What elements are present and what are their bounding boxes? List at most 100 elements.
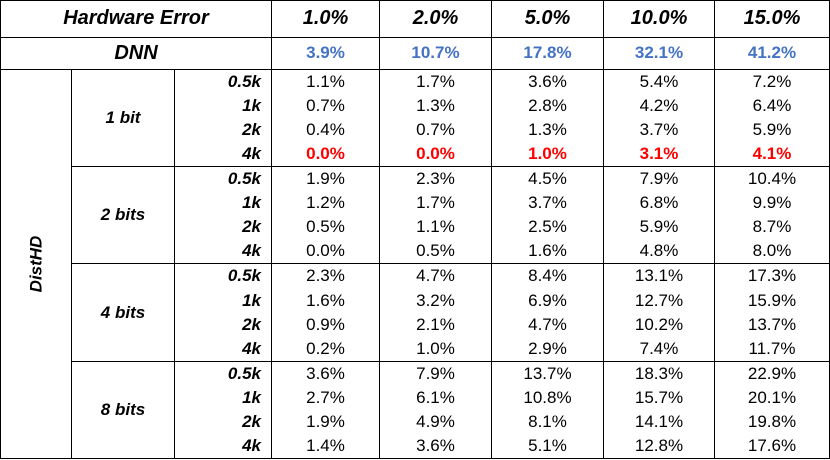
error-value: 2.3% — [271, 263, 380, 289]
error-value: 0.5% — [271, 215, 380, 240]
dimension-label: 1k — [174, 191, 272, 216]
dnn-value: 41.2% — [714, 36, 830, 71]
error-value: 1.9% — [271, 166, 380, 192]
error-value: 9.9% — [714, 191, 830, 216]
error-value: 18.3% — [603, 360, 715, 386]
dnn-value: 10.7% — [379, 36, 492, 71]
error-value: 2.5% — [491, 215, 604, 240]
header-rate: 1.0% — [271, 0, 380, 38]
dimension-label: 4k — [174, 433, 272, 459]
error-value: 3.7% — [491, 191, 604, 216]
error-value: 10.4% — [714, 166, 830, 192]
error-value: 6.4% — [714, 94, 830, 119]
table-row: 2 bits 0.5k 1.9% 2.3% 4.5% 7.9% 10.4% — [1, 166, 830, 265]
dnn-value: 3.9% — [271, 36, 380, 71]
table-row: 2k 0.5% 1.1% 2.5% 5.9% 8.7% — [1, 215, 830, 240]
bit-group-label: 8 bits — [71, 360, 175, 460]
error-value: 2.7% — [271, 385, 380, 410]
error-value: 6.8% — [603, 191, 715, 216]
error-value: 1.0% — [491, 142, 604, 168]
table-row: 4k 0.2% 1.0% 2.9% 7.4% 11.7% — [1, 336, 830, 362]
error-value: 4.9% — [379, 409, 492, 434]
error-value: 3.6% — [379, 433, 492, 459]
error-value: 1.4% — [271, 433, 380, 459]
dimension-label: 0.5k — [174, 166, 272, 192]
table-row: 8 bits 0.5k 3.6% 7.9% 13.7% 18.3% 22.9% — [1, 360, 830, 460]
dimension-label: 2k — [174, 118, 272, 143]
dimension-label: 1k — [174, 94, 272, 119]
error-value: 0.9% — [271, 312, 380, 337]
error-value: 7.9% — [603, 166, 715, 192]
error-value: 7.9% — [379, 360, 492, 386]
header-row: Hardware Error 1.0% 2.0% 5.0% 10.0% 15.0… — [0, 0, 830, 38]
table-row: 1k 1.6% 3.2% 6.9% 12.7% 15.9% — [1, 288, 830, 313]
error-value: 1.6% — [491, 239, 604, 265]
header-rate: 15.0% — [714, 0, 830, 38]
table-row: 2k 0.4% 0.7% 1.3% 3.7% 5.9% — [1, 118, 830, 143]
error-value: 1.1% — [271, 69, 380, 95]
table-row: DistHD 1 bit 0.5k 1.1% 1.7% 3.6% 5.4% 7.2% — [0, 68, 830, 459]
error-value: 12.8% — [603, 433, 715, 459]
error-value: 10.8% — [491, 385, 604, 410]
error-value: 8.1% — [491, 409, 604, 434]
error-value: 5.4% — [603, 69, 715, 95]
error-value: 4.5% — [491, 166, 604, 192]
error-value: 0.5% — [379, 239, 492, 265]
bit-group-label: 2 bits — [71, 166, 175, 265]
header-rate: 10.0% — [603, 0, 715, 38]
error-value: 7.4% — [603, 336, 715, 362]
error-value: 1.6% — [271, 288, 380, 313]
dimension-label: 0.5k — [174, 69, 272, 95]
dimension-label: 4k — [174, 336, 272, 362]
error-value: 0.0% — [379, 142, 492, 168]
error-value: 1.7% — [379, 191, 492, 216]
error-value: 1.1% — [379, 215, 492, 240]
header-rate: 2.0% — [379, 0, 492, 38]
error-value: 4.7% — [379, 263, 492, 289]
table-row: 1k 0.7% 1.3% 2.8% 4.2% 6.4% — [1, 94, 830, 119]
dimension-label: 2k — [174, 409, 272, 434]
error-value: 22.9% — [714, 360, 830, 386]
error-value: 0.7% — [379, 118, 492, 143]
error-value: 3.2% — [379, 288, 492, 313]
error-value: 0.7% — [271, 94, 380, 119]
dimension-label: 4k — [174, 142, 272, 168]
table-row: 4k 1.4% 3.6% 5.1% 12.8% 17.6% — [1, 433, 830, 459]
error-value: 13.7% — [491, 360, 604, 386]
error-value: 0.0% — [271, 142, 380, 168]
error-value: 2.1% — [379, 312, 492, 337]
table-row: 4 bits 0.5k 2.3% 4.7% 8.4% 13.1% 17.3% — [1, 263, 830, 362]
error-value: 13.1% — [603, 263, 715, 289]
table-row: 2k 1.9% 4.9% 8.1% 14.1% 19.8% — [1, 409, 830, 434]
table-row: 1k 2.7% 6.1% 10.8% 15.7% 20.1% — [1, 385, 830, 410]
header-title: Hardware Error — [0, 0, 272, 38]
error-value: 15.9% — [714, 288, 830, 313]
error-value: 4.7% — [491, 312, 604, 337]
error-value: 4.8% — [603, 239, 715, 265]
dimension-label: 2k — [174, 312, 272, 337]
error-value: 8.4% — [491, 263, 604, 289]
table-row: 2k 0.9% 2.1% 4.7% 10.2% 13.7% — [1, 312, 830, 337]
header-rate: 5.0% — [491, 0, 604, 38]
error-value: 3.6% — [491, 69, 604, 95]
error-value: 6.9% — [491, 288, 604, 313]
error-value: 6.1% — [379, 385, 492, 410]
dnn-value: 17.8% — [491, 36, 604, 71]
error-value: 3.1% — [603, 142, 715, 168]
error-value: 17.6% — [714, 433, 830, 459]
error-value: 4.2% — [603, 94, 715, 119]
error-value: 20.1% — [714, 385, 830, 410]
error-value: 14.1% — [603, 409, 715, 434]
error-value: 1.0% — [379, 336, 492, 362]
error-value: 15.7% — [603, 385, 715, 410]
dimension-label: 0.5k — [174, 360, 272, 386]
error-value: 5.1% — [491, 433, 604, 459]
dnn-label: DNN — [0, 36, 272, 71]
table-row: 1k 1.2% 1.7% 3.7% 6.8% 9.9% — [1, 191, 830, 216]
error-value: 4.1% — [714, 142, 830, 168]
bit-group-label: 4 bits — [71, 263, 175, 362]
error-value: 2.8% — [491, 94, 604, 119]
error-value: 5.9% — [714, 118, 830, 143]
disthd-label: DistHD — [0, 69, 72, 459]
